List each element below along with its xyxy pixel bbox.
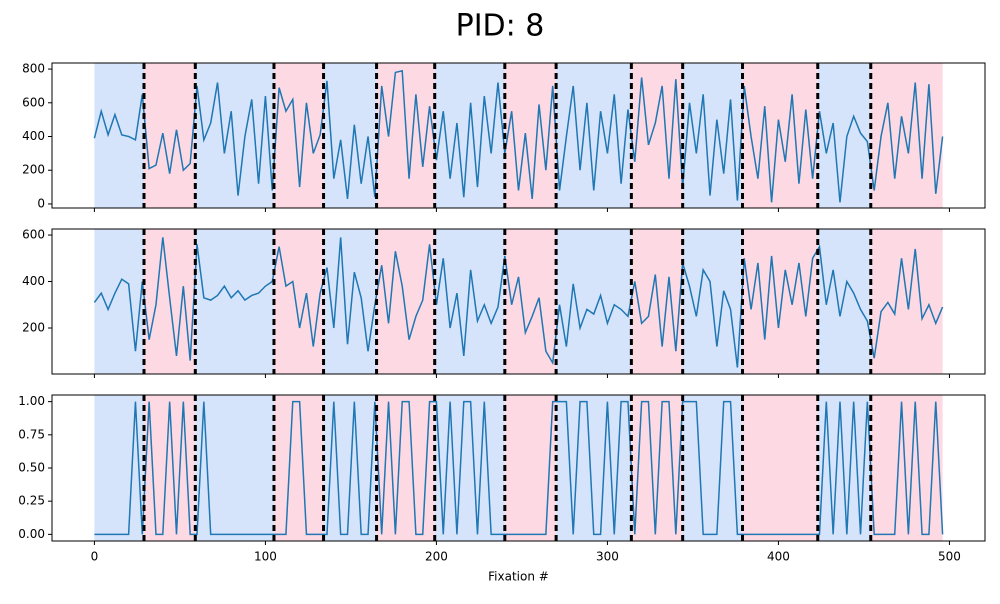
region-span xyxy=(434,229,505,374)
y-tick-label: 200 xyxy=(22,320,45,334)
region-span xyxy=(682,395,743,541)
region-span xyxy=(195,229,274,374)
region-span xyxy=(556,229,632,374)
x-tick-label: 100 xyxy=(254,550,277,564)
data-line xyxy=(94,400,944,536)
y-tick-label: 600 xyxy=(22,95,45,109)
figure-title: PID: 8 xyxy=(456,9,545,44)
y-tick-label: 0.25 xyxy=(18,494,45,508)
region-span xyxy=(870,63,943,208)
region-span xyxy=(742,229,818,374)
region-span xyxy=(434,395,505,541)
region-span xyxy=(504,395,557,541)
y-tick-label: 400 xyxy=(22,274,45,288)
y-tick-label: 800 xyxy=(22,62,45,76)
y-tick-label: 0.00 xyxy=(18,527,45,541)
region-span xyxy=(870,395,943,541)
axes-frame xyxy=(51,228,986,375)
x-tick-label: 300 xyxy=(596,550,619,564)
y-tick-label: 1.00 xyxy=(18,394,45,408)
region-span xyxy=(273,229,324,374)
y-tick-label: 200 xyxy=(22,163,45,177)
region-span xyxy=(195,63,274,208)
region-span xyxy=(144,63,196,208)
x-axis-label: Fixation # xyxy=(488,570,549,584)
region-span xyxy=(631,63,683,208)
x-tick-label: 400 xyxy=(767,550,790,564)
region-span xyxy=(144,395,196,541)
y-tick-label: 600 xyxy=(22,228,45,242)
region-span xyxy=(504,229,557,374)
region-span xyxy=(742,63,818,208)
x-tick-label: 0 xyxy=(91,550,99,564)
region-span xyxy=(631,229,683,374)
y-tick-label: 0.50 xyxy=(18,461,45,475)
region-span xyxy=(556,395,632,541)
y-tick-label: 400 xyxy=(22,129,45,143)
y-tick-label: 0.75 xyxy=(18,427,45,441)
region-span xyxy=(195,395,274,541)
data-line xyxy=(93,69,944,203)
region-span xyxy=(94,229,145,374)
data-line xyxy=(93,237,944,368)
region-span xyxy=(273,63,324,208)
region-span xyxy=(742,395,818,541)
x-tick-label: 200 xyxy=(425,550,448,564)
region-span xyxy=(323,63,377,208)
axes-frame xyxy=(51,62,986,209)
region-span xyxy=(273,395,324,541)
region-span xyxy=(376,395,435,541)
region-span xyxy=(631,395,683,541)
y-tick-label: 0 xyxy=(37,196,45,210)
x-tick-label: 500 xyxy=(938,550,961,564)
